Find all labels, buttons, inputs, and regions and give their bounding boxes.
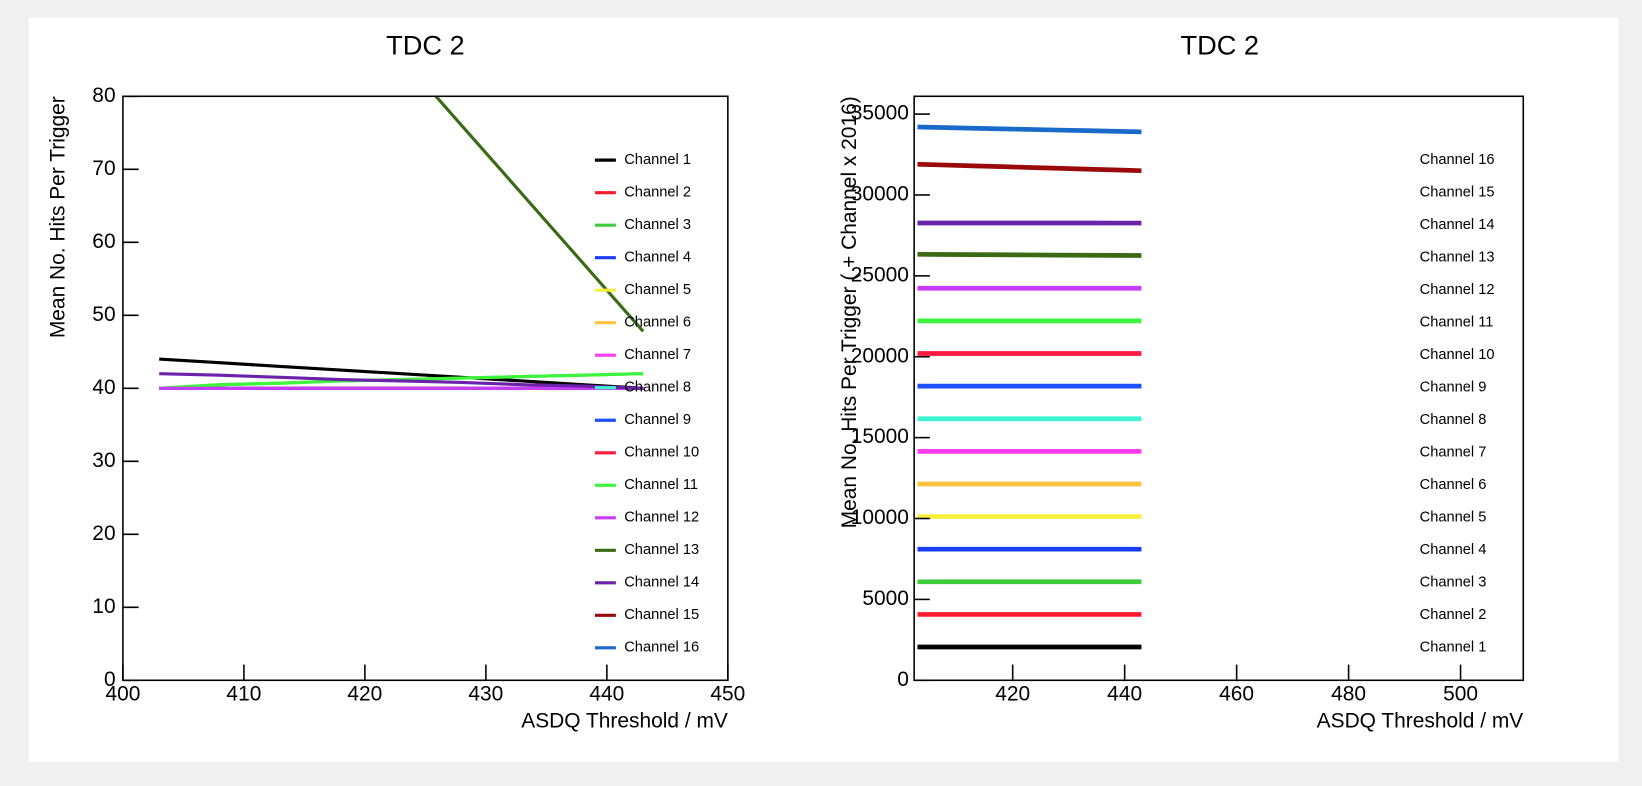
x-tick-label: 410: [226, 682, 261, 705]
legend-label: Channel 9: [1420, 380, 1487, 396]
y-tick-label: 20: [92, 522, 115, 545]
y-tick-label: 5000: [862, 587, 909, 610]
chart: TDC 2 ASDQ Threshold / mV Mean No. Hits Pe…: [838, 29, 1525, 733]
legend-label: Channel 1: [1420, 640, 1487, 656]
legend-label: Channel 8: [1420, 412, 1487, 428]
legend-label: Channel 11: [1420, 315, 1494, 331]
legend-label: Channel 14: [1420, 217, 1495, 233]
chart-title: TDC 2: [386, 29, 465, 60]
legend-label: Channel 10: [624, 445, 699, 461]
legend-label: Channel 7: [1420, 445, 1487, 461]
x-tick-label: 420: [347, 682, 382, 705]
y-tick-label: 20000: [851, 344, 909, 367]
y-tick-label: 60: [92, 230, 115, 253]
legend-label: Channel 6: [1420, 477, 1487, 493]
x-tick-label: 420: [995, 682, 1030, 705]
y-tick-label: 15000: [851, 425, 909, 448]
y-axis-label: Mean No. Hits Per Trigger ( + Channel x …: [838, 96, 861, 528]
legend-label: Channel 4: [624, 250, 691, 266]
legend-label: Channel 16: [624, 640, 699, 656]
y-tick-label: 70: [92, 157, 115, 180]
legend-label: Channel 15: [1420, 185, 1495, 201]
series-line: [917, 124, 1142, 135]
x-axis-label: ASDQ Threshold / mV: [1317, 710, 1524, 733]
legend-label: Channel 5: [1420, 510, 1487, 526]
legend-label: Channel 3: [1420, 575, 1487, 591]
y-tick-label: 0: [104, 668, 116, 691]
legend-label: Channel 8: [624, 380, 691, 396]
series-line: [159, 372, 644, 390]
series-line: [917, 251, 1142, 258]
chart-title: TDC 2: [1180, 29, 1259, 60]
legend-label: Channel 11: [624, 477, 698, 493]
y-tick-label: 50: [92, 303, 115, 326]
legend-label: Channel 15: [624, 607, 699, 623]
x-tick-label: 440: [1107, 682, 1142, 705]
y-tick-label: 0: [897, 668, 909, 691]
legend-label: Channel 2: [624, 185, 691, 201]
plot-frame: [913, 95, 1525, 682]
y-tick-label: 25000: [851, 263, 909, 286]
legend-label: Channel 1: [624, 152, 691, 168]
legend-label: Channel 9: [624, 412, 691, 428]
x-tick-label: 430: [468, 682, 503, 705]
series-line: [159, 357, 644, 390]
y-tick-label: 10: [92, 595, 115, 618]
y-axis-label: Mean No. Hits Per Trigger: [47, 96, 70, 338]
x-tick-label: 500: [1443, 682, 1478, 705]
x-tick-label: 480: [1331, 682, 1366, 705]
y-tick-label: 35000: [851, 102, 909, 125]
plot-area: [159, 96, 645, 390]
y-tick-label: 30000: [851, 183, 909, 206]
legend-label: Channel 3: [624, 217, 691, 233]
y-tick-label: 10000: [851, 506, 909, 529]
legend-label: Channel 7: [624, 347, 691, 363]
plot-area: [917, 124, 1142, 650]
y-tick-label: 40: [92, 376, 115, 399]
y-tick-label: 80: [92, 84, 115, 107]
legend-label: Channel 10: [1420, 347, 1495, 363]
legend-label: Channel 13: [1420, 250, 1495, 266]
legend-label: Channel 12: [1420, 282, 1495, 298]
x-tick-label: 400: [105, 682, 140, 705]
x-tick-label: 440: [589, 682, 624, 705]
chart: TDC 2 ASDQ Threshold / mV Mean No. Hits Pe…: [47, 29, 746, 733]
series-line: [433, 96, 645, 333]
x-tick-label: 460: [1219, 682, 1254, 705]
legend-label: Channel 12: [624, 510, 699, 526]
series-line: [917, 161, 1142, 174]
legend-label: Channel 13: [624, 542, 699, 558]
legend-label: Channel 6: [624, 315, 691, 331]
legend-label: Channel 14: [624, 575, 699, 591]
y-tick-label: 30: [92, 449, 115, 472]
legend-label: Channel 2: [1420, 607, 1487, 623]
legend-label: Channel 16: [1420, 152, 1495, 168]
x-axis-label: ASDQ Threshold / mV: [521, 710, 728, 733]
legend-label: Channel 5: [624, 282, 691, 298]
x-tick-label: 450: [710, 682, 745, 705]
legend-label: Channel 4: [1420, 542, 1487, 558]
